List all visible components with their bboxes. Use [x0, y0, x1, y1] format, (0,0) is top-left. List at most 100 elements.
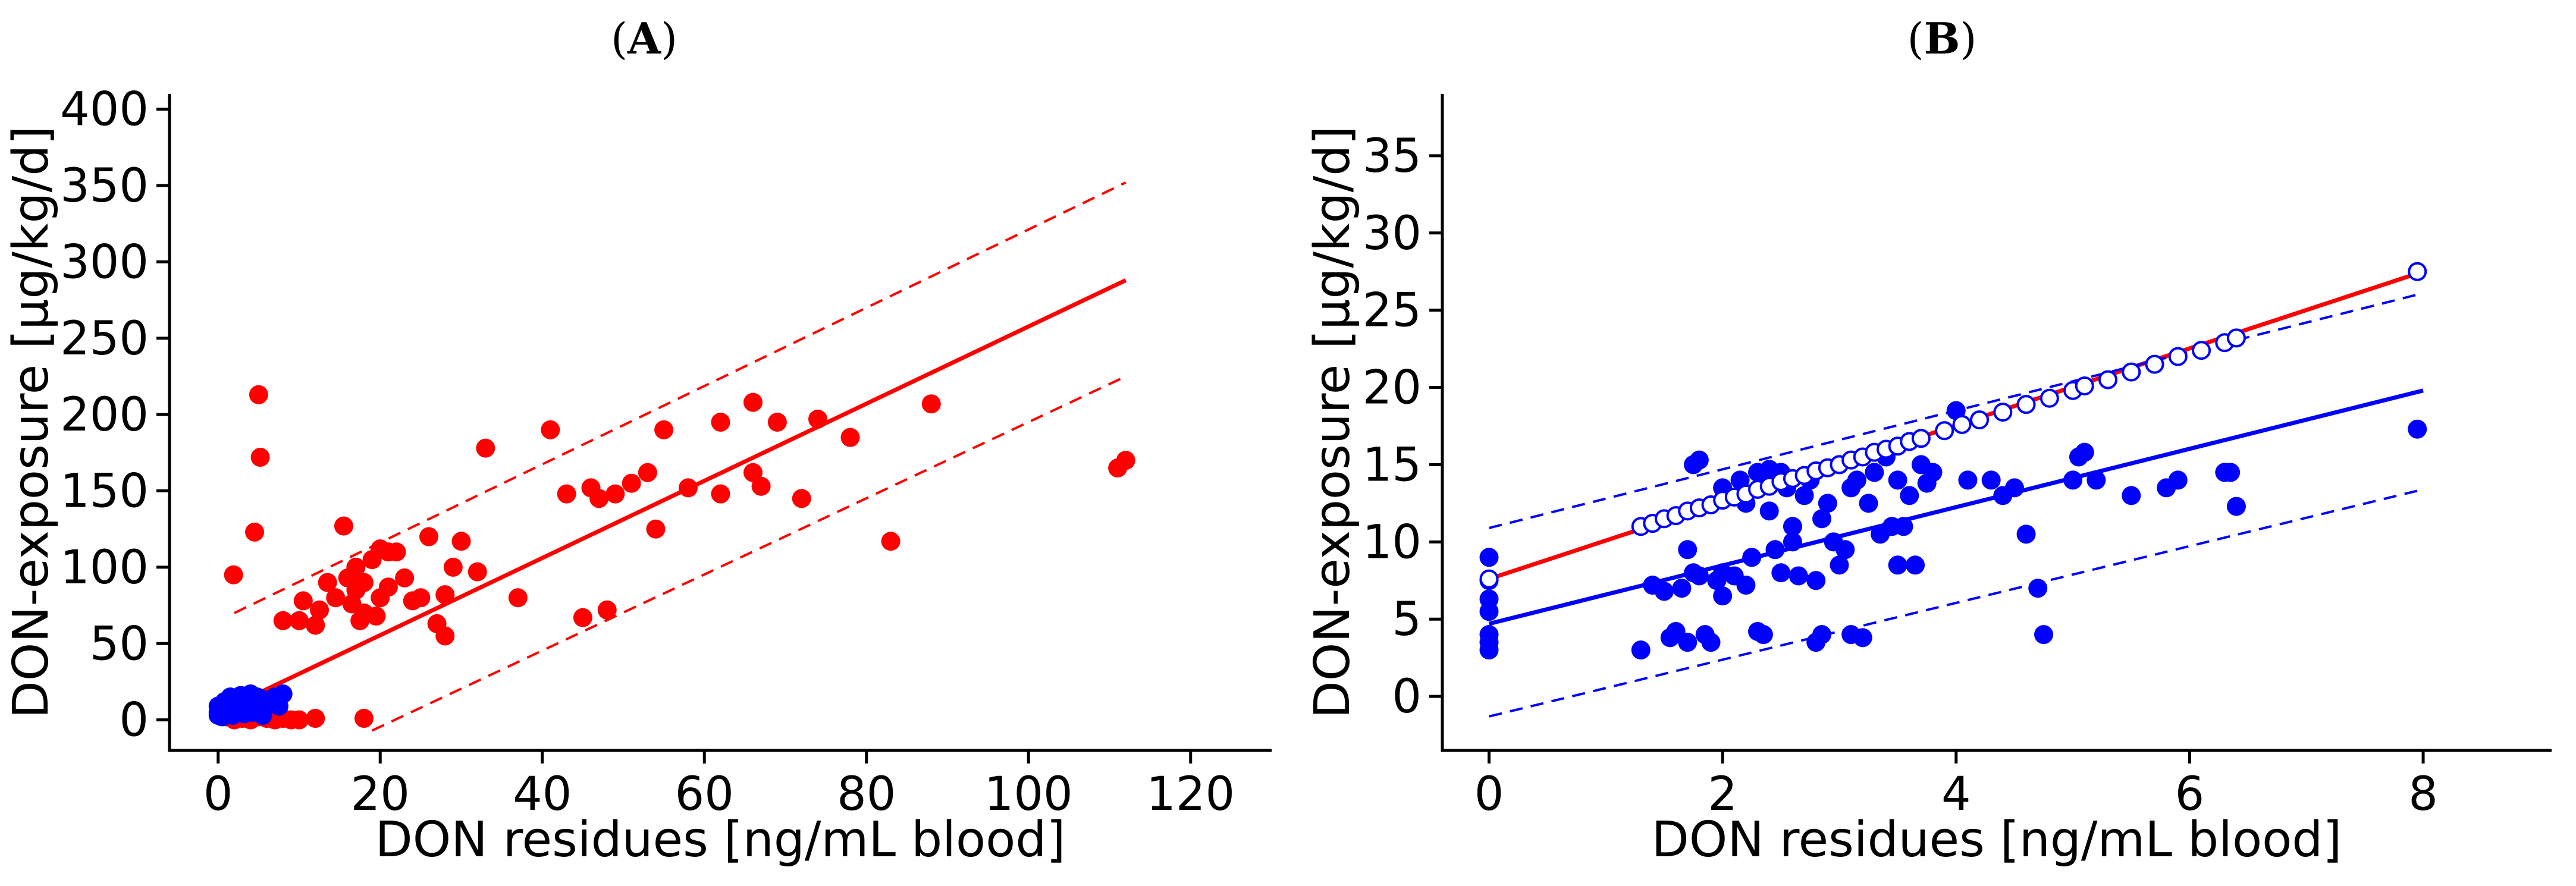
- panel-a: (A) 0 20 40 60 80 100 120 0 50 100 150 200 250 300 350…: [3, 13, 1272, 868]
- panel-b-axes: [1441, 94, 2552, 752]
- data-point: [1689, 566, 1709, 586]
- data-point: [2122, 486, 2141, 505]
- data-point: [1672, 579, 1692, 598]
- data-point: [1689, 450, 1709, 470]
- data-point: [1713, 586, 1733, 606]
- data-point: [419, 527, 438, 546]
- y-tick-label: 0: [119, 694, 149, 747]
- panel-b-points: [1479, 262, 2427, 660]
- y-tick-label: 300: [60, 235, 149, 289]
- data-point: [2122, 362, 2141, 382]
- data-point: [1830, 555, 1849, 575]
- data-point: [1806, 571, 1826, 590]
- data-point: [1783, 517, 1802, 536]
- data-point: [2086, 470, 2106, 490]
- data-point: [318, 573, 337, 592]
- data-point: [2168, 347, 2188, 366]
- data-point: [1853, 628, 1872, 648]
- data-point: [1701, 633, 1721, 652]
- data-point: [326, 588, 346, 608]
- data-point: [2226, 328, 2246, 348]
- x-tick-label: 120: [1146, 768, 1235, 821]
- y-tick-label: 15: [1363, 438, 1422, 492]
- data-point: [334, 516, 353, 536]
- data-point: [767, 413, 787, 432]
- data-point: [881, 532, 900, 551]
- data-point: [435, 626, 455, 646]
- data-point: [354, 573, 374, 592]
- data-point: [2028, 579, 2048, 598]
- data-point: [1783, 532, 1802, 552]
- data-point: [1952, 414, 1972, 434]
- data-point: [2168, 470, 2188, 490]
- x-tick-label: 100: [984, 768, 1073, 821]
- data-point: [1771, 563, 1791, 583]
- x-tick-label: 4: [1941, 768, 1971, 821]
- data-point: [273, 611, 293, 630]
- data-point: [1759, 501, 1779, 521]
- data-point: [1847, 470, 1866, 490]
- data-point: [2034, 625, 2054, 645]
- panel-a-points: [208, 385, 1135, 730]
- data-point: [646, 519, 666, 539]
- data-point: [1736, 576, 1756, 595]
- y-tick-label: 10: [1363, 516, 1422, 569]
- x-tick-label: 2: [1708, 768, 1737, 821]
- data-point: [1835, 540, 1855, 560]
- x-tick-label: 40: [513, 768, 572, 821]
- data-point: [2098, 370, 2117, 389]
- data-point: [921, 394, 941, 414]
- panel-b-x-axis-title: DON residues [ng/mL blood]: [1652, 812, 2342, 868]
- data-point: [2075, 442, 2094, 462]
- data-point: [1894, 517, 1913, 536]
- data-point: [1888, 555, 1907, 575]
- data-point: [366, 607, 386, 626]
- panel-b-label: (B): [1907, 13, 1976, 64]
- data-point: [290, 611, 309, 630]
- data-point: [378, 577, 398, 597]
- data-point: [1116, 451, 1135, 470]
- data-point: [1812, 625, 1832, 645]
- x-tick-label: 80: [837, 768, 896, 821]
- data-point: [508, 588, 528, 608]
- data-point: [1818, 494, 1837, 513]
- data-point: [597, 600, 617, 620]
- data-point: [792, 489, 811, 508]
- data-point: [743, 392, 763, 412]
- data-point: [476, 438, 495, 458]
- panel-b-fit-lines: [1488, 269, 2424, 718]
- data-point: [250, 448, 270, 467]
- panel-a-ticks: 0 20 40 60 80 100 120 0 50 100 150 200 250 300 350 400: [60, 83, 1235, 821]
- data-point: [1859, 494, 1878, 513]
- data-point: [2226, 497, 2246, 516]
- data-point: [2192, 341, 2211, 360]
- data-point: [2075, 376, 2094, 395]
- data-point: [1981, 470, 2001, 490]
- data-point: [1906, 555, 1925, 575]
- panel-a-y-axis-title: DON-exposure [µg/kg/d]: [3, 126, 59, 719]
- data-point: [2063, 470, 2083, 490]
- data-point: [290, 710, 309, 730]
- data-point: [573, 608, 592, 627]
- data-point: [1765, 540, 1785, 560]
- y-tick-label: 30: [1363, 207, 1422, 260]
- panel-a-label: (A): [611, 13, 677, 64]
- data-point: [2221, 463, 2241, 482]
- panel-a-x-axis-title: DON residues [ng/mL blood]: [375, 812, 1066, 868]
- data-point: [1479, 548, 1499, 567]
- data-point: [467, 562, 487, 582]
- data-point: [622, 473, 641, 493]
- data-point: [2408, 419, 2427, 439]
- panel-b: (B) 0 2 4 6 8 0 5 10 15 20 25 30 35 DON residues [ng…: [1304, 13, 2552, 868]
- data-point: [435, 585, 455, 605]
- x-tick-label: 6: [2175, 768, 2205, 821]
- data-point: [443, 557, 463, 577]
- data-point: [1742, 548, 1762, 567]
- y-tick-label: 35: [1363, 130, 1422, 183]
- data-point: [1888, 470, 1907, 490]
- data-point: [354, 709, 374, 728]
- data-point: [679, 478, 698, 498]
- data-point: [1631, 640, 1651, 660]
- data-point: [2004, 478, 2024, 498]
